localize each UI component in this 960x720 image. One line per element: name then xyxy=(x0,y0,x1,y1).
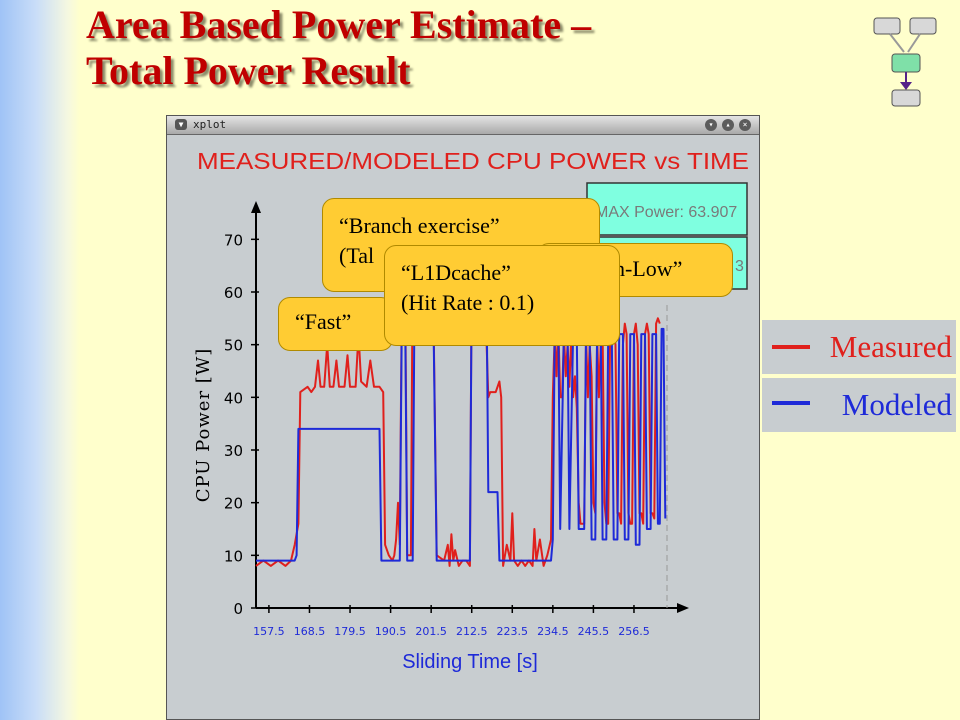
slide-left-gradient-band xyxy=(0,0,80,720)
x-tick-label: 212.5 xyxy=(456,625,488,638)
y-tick-label: 60 xyxy=(224,284,243,302)
x-tick-label: 190.5 xyxy=(375,625,407,638)
y-tick-label: 50 xyxy=(224,337,243,355)
y-axis-label: CPU Power [W] xyxy=(193,348,214,503)
y-axis-arrow xyxy=(251,201,261,213)
legend-modeled: Modeled xyxy=(762,378,956,432)
legend-modeled-swatch xyxy=(772,401,810,405)
y-tick-label: 0 xyxy=(233,600,243,618)
y-tick-label: 40 xyxy=(224,389,243,407)
callout-fast: “Fast” xyxy=(278,297,393,351)
maximize-icon[interactable]: ▴ xyxy=(722,119,734,131)
legend-measured-label: Measured xyxy=(829,329,952,364)
callout-l1dcache: “L1Dcache” (Hit Rate : 0.1) xyxy=(384,245,620,346)
y-tick-label: 10 xyxy=(224,547,243,565)
legend-measured-swatch xyxy=(772,345,810,349)
minimize-icon[interactable]: ▾ xyxy=(705,119,717,131)
x-tick-label: 157.5 xyxy=(253,625,285,638)
callout-fast-text: “Fast” xyxy=(295,309,352,334)
x-tick-label: 168.5 xyxy=(294,625,326,638)
callout-l1dcache-line-1: “L1Dcache” xyxy=(401,260,511,285)
callout-l1dcache-line-2: (Hit Rate : 0.1) xyxy=(401,290,535,315)
close-icon[interactable]: × xyxy=(739,119,751,131)
callout-branch-line-2: (Tal xyxy=(339,243,375,268)
slide-nav-logo-icon xyxy=(873,17,937,107)
window-titlebar[interactable]: ▼ xplot ▾ ▴ × xyxy=(167,116,759,135)
callout-high-low-text: h-Low” xyxy=(614,256,683,281)
legend-measured: Measured xyxy=(762,320,956,374)
info-box-max-power-text: MAX Power: 63.907 xyxy=(595,204,737,221)
slide-title-line-1: Area Based Power Estimate – xyxy=(86,2,592,47)
info-box-secondary-text: 3 xyxy=(735,258,744,275)
x-tick-label: 179.5 xyxy=(334,625,366,638)
legend-modeled-label: Modeled xyxy=(841,387,952,422)
x-tick-label: 223.5 xyxy=(497,625,529,638)
chart-title: MEASURED/MODELED CPU POWER vs TIME xyxy=(197,148,749,174)
callout-branch-line-1: “Branch exercise” xyxy=(339,213,500,238)
window-title: xplot xyxy=(193,118,227,131)
x-tick-label: 201.5 xyxy=(415,625,447,638)
x-tick-label: 245.5 xyxy=(578,625,610,638)
menu-icon[interactable]: ▼ xyxy=(175,119,187,130)
x-tick-label: 234.5 xyxy=(537,625,569,638)
y-tick-label: 20 xyxy=(224,495,243,513)
x-axis-arrow xyxy=(677,603,689,613)
y-tick-label: 30 xyxy=(224,442,243,460)
x-axis-label: Sliding Time [s] xyxy=(402,651,538,673)
slide-title: Area Based Power Estimate – Total Power … xyxy=(86,2,806,94)
y-tick-label: 70 xyxy=(224,231,243,249)
x-tick-label: 256.5 xyxy=(618,625,650,638)
slide-title-line-2: Total Power Result xyxy=(86,48,411,93)
